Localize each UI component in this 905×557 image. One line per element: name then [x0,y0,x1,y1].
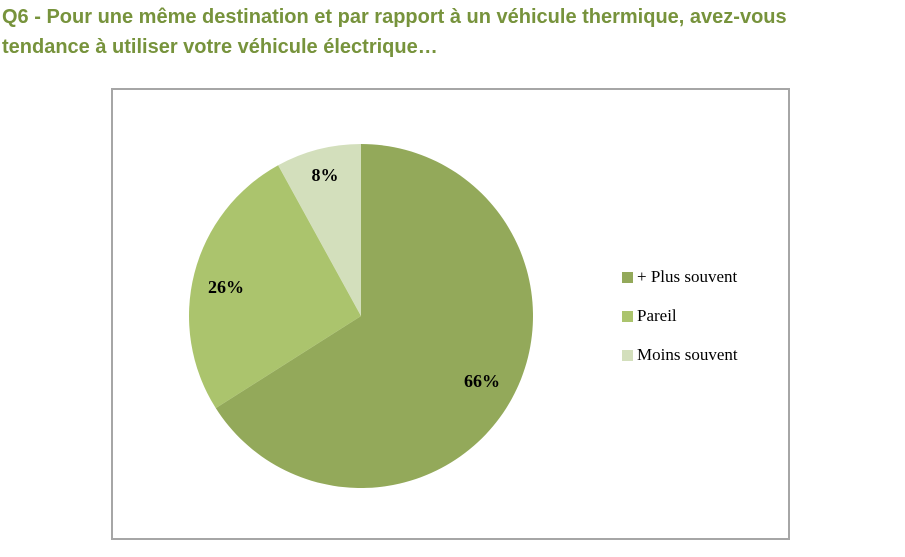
slice-value-label: 66% [464,371,500,391]
legend-label: Moins souvent [637,345,738,364]
slice-value-label: 8% [312,165,339,185]
title-line-2: tendance à utiliser votre véhicule élect… [2,36,438,58]
pie-slice-2 [189,165,361,409]
legend-swatch [622,350,633,361]
legend-swatch [622,272,633,283]
question-title: Q6 - Pour une même destination et par ra… [2,2,902,62]
legend-swatch [622,311,633,322]
legend-label: Pareil [637,306,677,325]
title-line-1: Q6 - Pour une même destination et par ra… [2,6,787,28]
pie-slice-3 [278,144,361,316]
pie-slice-1 [215,144,533,488]
slice-value-label: 26% [208,277,244,297]
legend-label: + Plus souvent [637,267,738,286]
